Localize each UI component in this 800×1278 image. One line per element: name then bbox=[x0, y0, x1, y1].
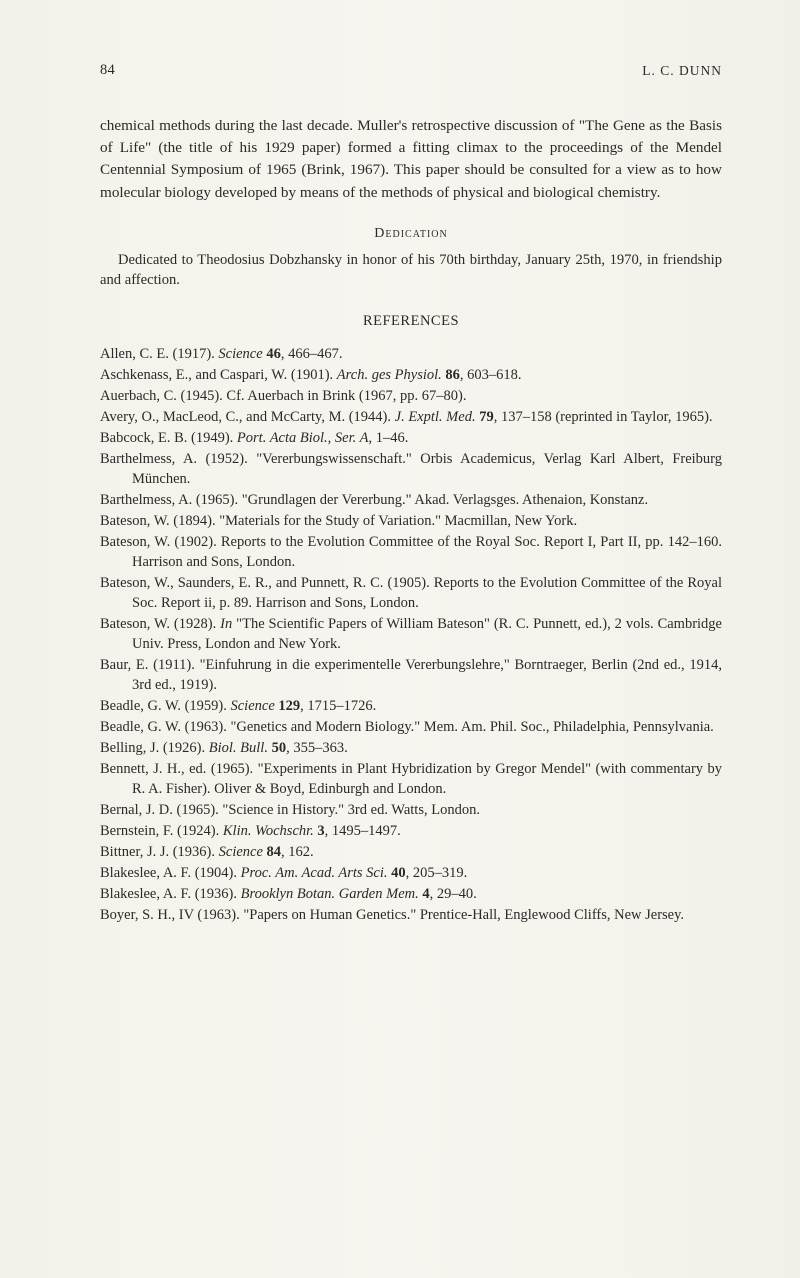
references-heading: REFERENCES bbox=[100, 313, 722, 330]
reference-item: Babcock, E. B. (1949). Port. Acta Biol.,… bbox=[100, 428, 722, 448]
reference-item: Bateson, W., Saunders, E. R., and Punnet… bbox=[100, 573, 722, 613]
reference-item: Auerbach, C. (1945). Cf. Auerbach in Bri… bbox=[100, 386, 722, 406]
reference-item: Bateson, W. (1894). "Materials for the S… bbox=[100, 511, 722, 531]
reference-item: Bernal, J. D. (1965). "Science in Histor… bbox=[100, 800, 722, 820]
reference-list: Allen, C. E. (1917). Science 46, 466–467… bbox=[100, 344, 722, 925]
reference-item: Avery, O., MacLeod, C., and McCarty, M. … bbox=[100, 407, 722, 427]
reference-item: Belling, J. (1926). Biol. Bull. 50, 355–… bbox=[100, 738, 722, 758]
body-paragraph: chemical methods during the last decade.… bbox=[100, 115, 722, 204]
reference-item: Bernstein, F. (1924). Klin. Wochschr. 3,… bbox=[100, 821, 722, 841]
page-number: 84 bbox=[100, 62, 115, 79]
reference-item: Blakeslee, A. F. (1936). Brooklyn Botan.… bbox=[100, 884, 722, 904]
reference-item: Barthelmess, A. (1965). "Grundlagen der … bbox=[100, 490, 722, 510]
reference-item: Boyer, S. H., IV (1963). "Papers on Huma… bbox=[100, 905, 722, 925]
reference-item: Allen, C. E. (1917). Science 46, 466–467… bbox=[100, 344, 722, 364]
reference-item: Beadle, G. W. (1959). Science 129, 1715–… bbox=[100, 696, 722, 716]
running-author: L. C. DUNN bbox=[642, 62, 722, 79]
reference-item: Bittner, J. J. (1936). Science 84, 162. bbox=[100, 842, 722, 862]
reference-item: Bennett, J. H., ed. (1965). "Experiments… bbox=[100, 759, 722, 799]
reference-item: Baur, E. (1911). "Einfuhrung in die expe… bbox=[100, 655, 722, 695]
reference-item: Barthelmess, A. (1952). "Vererbungswisse… bbox=[100, 449, 722, 489]
dedication-heading: Dedication bbox=[100, 226, 722, 242]
page-content: 84 L. C. DUNN chemical methods during th… bbox=[0, 0, 800, 1278]
dedication-body: Dedicated to Theodosius Dobzhansky in ho… bbox=[100, 250, 722, 291]
running-head: 84 L. C. DUNN bbox=[100, 62, 722, 79]
reference-item: Bateson, W. (1902). Reports to the Evolu… bbox=[100, 532, 722, 572]
reference-item: Aschkenass, E., and Caspari, W. (1901). … bbox=[100, 365, 722, 385]
reference-item: Blakeslee, A. F. (1904). Proc. Am. Acad.… bbox=[100, 863, 722, 883]
reference-item: Beadle, G. W. (1963). "Genetics and Mode… bbox=[100, 717, 722, 737]
reference-item: Bateson, W. (1928). In "The Scientific P… bbox=[100, 614, 722, 654]
